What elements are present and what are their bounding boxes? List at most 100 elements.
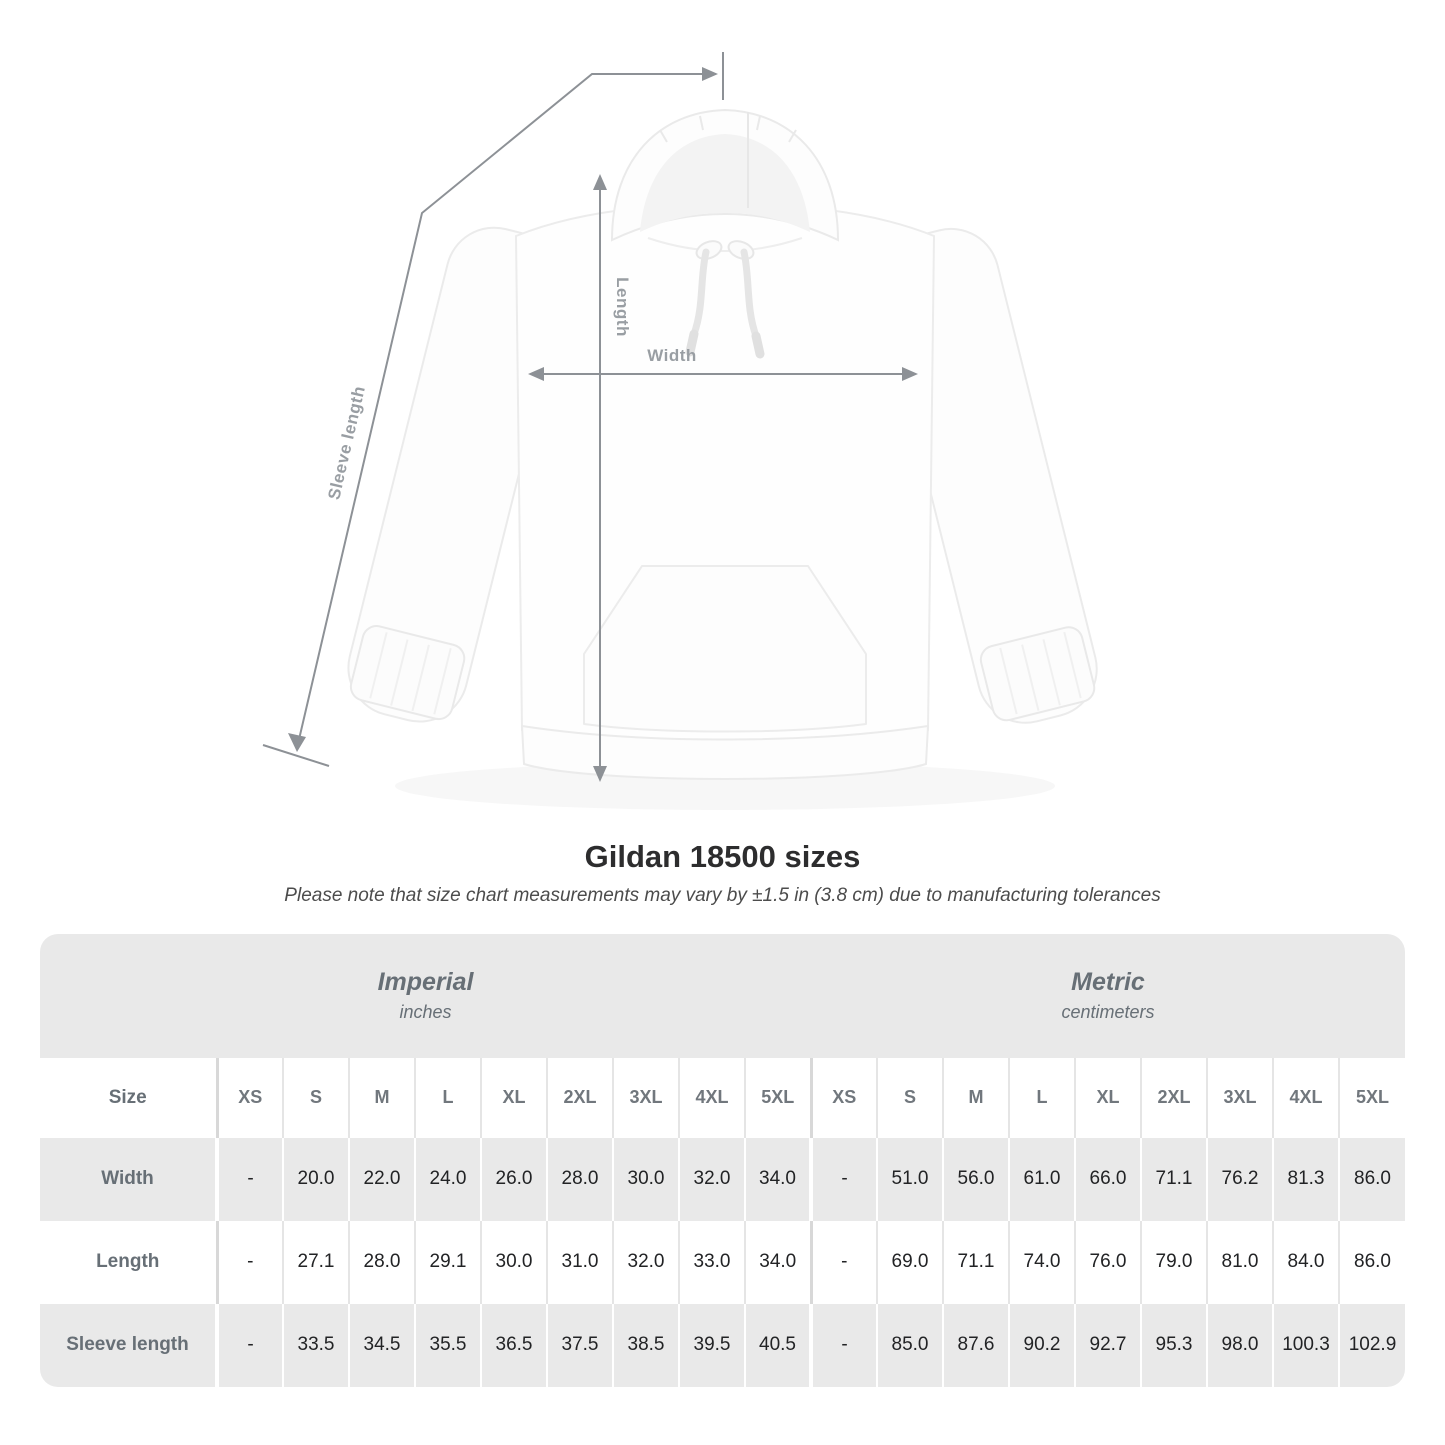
table-cell: 87.6 bbox=[942, 1303, 1009, 1387]
table-cell: 100.3 bbox=[1272, 1303, 1339, 1387]
table-cell: - bbox=[809, 1220, 877, 1304]
table-cell: 27.1 bbox=[282, 1220, 349, 1304]
size-column-header: S bbox=[876, 1057, 943, 1138]
table-cell: 51.0 bbox=[876, 1137, 943, 1221]
table-cell: 86.0 bbox=[1338, 1220, 1405, 1304]
table-row-sleeve-length: Sleeve length -33.5 34.5 35.5 36.5 37.5 38.5 3… bbox=[40, 1303, 1405, 1387]
table-cell: - bbox=[215, 1137, 283, 1221]
hoodie-left-cuff bbox=[349, 625, 466, 721]
size-column-header: 4XL bbox=[1272, 1057, 1339, 1138]
size-column-header: XS bbox=[215, 1057, 283, 1138]
size-column-header: XS bbox=[809, 1057, 877, 1138]
table-cell: 30.0 bbox=[480, 1220, 547, 1304]
size-column-header: 3XL bbox=[1206, 1057, 1273, 1138]
table-cell: 71.1 bbox=[1140, 1137, 1207, 1221]
size-column-header: M bbox=[348, 1057, 415, 1138]
table-cell: 31.0 bbox=[546, 1220, 613, 1304]
sleeve-length-line bbox=[296, 73, 716, 749]
row-label: Sleeve length bbox=[40, 1303, 217, 1387]
hoodie-left-sleeve bbox=[347, 226, 567, 723]
metric-unit: centimeters bbox=[1061, 1002, 1155, 1023]
table-cell: 38.5 bbox=[612, 1303, 679, 1387]
table-cell: 30.0 bbox=[612, 1137, 679, 1221]
table-cell: 69.0 bbox=[876, 1220, 943, 1304]
table-cell: 66.0 bbox=[1074, 1137, 1141, 1221]
table-cell: 74.0 bbox=[1008, 1220, 1075, 1304]
measurement-lines bbox=[262, 52, 914, 778]
width-label: Width bbox=[647, 346, 697, 365]
arrow-down-left-icon bbox=[288, 733, 306, 752]
table-cell: 85.0 bbox=[876, 1303, 943, 1387]
arrow-right-icon bbox=[702, 67, 718, 81]
size-column-header: 5XL bbox=[1338, 1057, 1405, 1138]
size-column-title: Size bbox=[40, 1057, 217, 1138]
table-cell: - bbox=[809, 1303, 877, 1387]
table-cell: 20.0 bbox=[282, 1137, 349, 1221]
arrow-right2-icon bbox=[902, 367, 918, 381]
size-column-header: 2XL bbox=[546, 1057, 613, 1138]
table-cell: 22.0 bbox=[348, 1137, 415, 1221]
table-cell: 84.0 bbox=[1272, 1220, 1339, 1304]
hoodie-illustration bbox=[347, 108, 1098, 780]
size-column-header: 5XL bbox=[744, 1057, 811, 1138]
tolerance-note: Please note that size chart measurements… bbox=[284, 885, 1161, 907]
hoodie-shadow bbox=[395, 762, 1055, 810]
table-cell: 90.2 bbox=[1008, 1303, 1075, 1387]
sleeve-length-end-tick bbox=[262, 744, 330, 767]
size-table-container: Imperial inches Metric centimeters Size … bbox=[40, 933, 1405, 1387]
table-cell: 28.0 bbox=[348, 1220, 415, 1304]
imperial-unit: inches bbox=[399, 1002, 452, 1023]
row-label: Length bbox=[40, 1220, 217, 1304]
metric-title: Metric bbox=[1071, 968, 1145, 997]
size-column-header: 2XL bbox=[1140, 1057, 1207, 1138]
table-cell: 32.0 bbox=[612, 1220, 679, 1304]
imperial-section-header: Imperial inches bbox=[40, 933, 811, 1058]
table-cell: 26.0 bbox=[480, 1137, 547, 1221]
table-cell: - bbox=[215, 1303, 283, 1387]
size-column-header: L bbox=[1008, 1057, 1075, 1138]
row-label: Width bbox=[40, 1137, 217, 1221]
table-cell: 35.5 bbox=[414, 1303, 481, 1387]
metric-section-header: Metric centimeters bbox=[811, 933, 1405, 1058]
table-cell: 71.1 bbox=[942, 1220, 1009, 1304]
table-cell: 34.0 bbox=[744, 1137, 811, 1221]
table-cell: 79.0 bbox=[1140, 1220, 1207, 1304]
page-title: Gildan 18500 sizes bbox=[584, 839, 861, 874]
arrow-down-icon bbox=[593, 766, 607, 782]
table-cell: 29.1 bbox=[414, 1220, 481, 1304]
size-column-header: S bbox=[282, 1057, 349, 1138]
size-column-header: L bbox=[414, 1057, 481, 1138]
table-cell: 81.3 bbox=[1272, 1137, 1339, 1221]
hoodie-diagram: Width Length Sleeve length bbox=[262, 52, 1098, 810]
table-row-length: Length -27.1 28.0 29.1 30.0 31.0 32.0 33.0 34.0… bbox=[40, 1220, 1405, 1304]
unit-band-row: Imperial inches Metric centimeters bbox=[40, 933, 1405, 1058]
table-cell: 34.5 bbox=[348, 1303, 415, 1387]
table-cell: 36.5 bbox=[480, 1303, 547, 1387]
table-cell: 56.0 bbox=[942, 1137, 1009, 1221]
kangaroo-pocket bbox=[583, 565, 867, 733]
hood-drawstrings bbox=[685, 240, 765, 359]
table-cell: 81.0 bbox=[1206, 1220, 1273, 1304]
table-cell: 40.5 bbox=[744, 1303, 811, 1387]
table-cell: 34.0 bbox=[744, 1220, 811, 1304]
table-cell: 39.5 bbox=[678, 1303, 745, 1387]
table-cell: 102.9 bbox=[1338, 1303, 1405, 1387]
table-cell: - bbox=[215, 1220, 283, 1304]
table-cell: 33.5 bbox=[282, 1303, 349, 1387]
size-header-row: Size XS S M L XL 2XL 3XL 4XL 5XL XS S M L XL 2XL 3XL 4XL… bbox=[40, 1057, 1405, 1138]
arrow-left-icon bbox=[528, 367, 544, 381]
table-row-width: Width -20.0 22.0 24.0 26.0 28.0 30.0 32.0 34.0-… bbox=[40, 1137, 1405, 1221]
hoodie-hem bbox=[520, 724, 930, 780]
table-cell: 76.0 bbox=[1074, 1220, 1141, 1304]
imperial-title: Imperial bbox=[377, 968, 474, 997]
table-cell: 92.7 bbox=[1074, 1303, 1141, 1387]
table-cell: 86.0 bbox=[1338, 1137, 1405, 1221]
table-cell: 24.0 bbox=[414, 1137, 481, 1221]
size-column-header: 4XL bbox=[678, 1057, 745, 1138]
arrowheads bbox=[288, 67, 918, 782]
size-column-header: XL bbox=[480, 1057, 547, 1138]
size-column-header: XL bbox=[1074, 1057, 1141, 1138]
table-cell: 32.0 bbox=[678, 1137, 745, 1221]
table-cell: 33.0 bbox=[678, 1220, 745, 1304]
